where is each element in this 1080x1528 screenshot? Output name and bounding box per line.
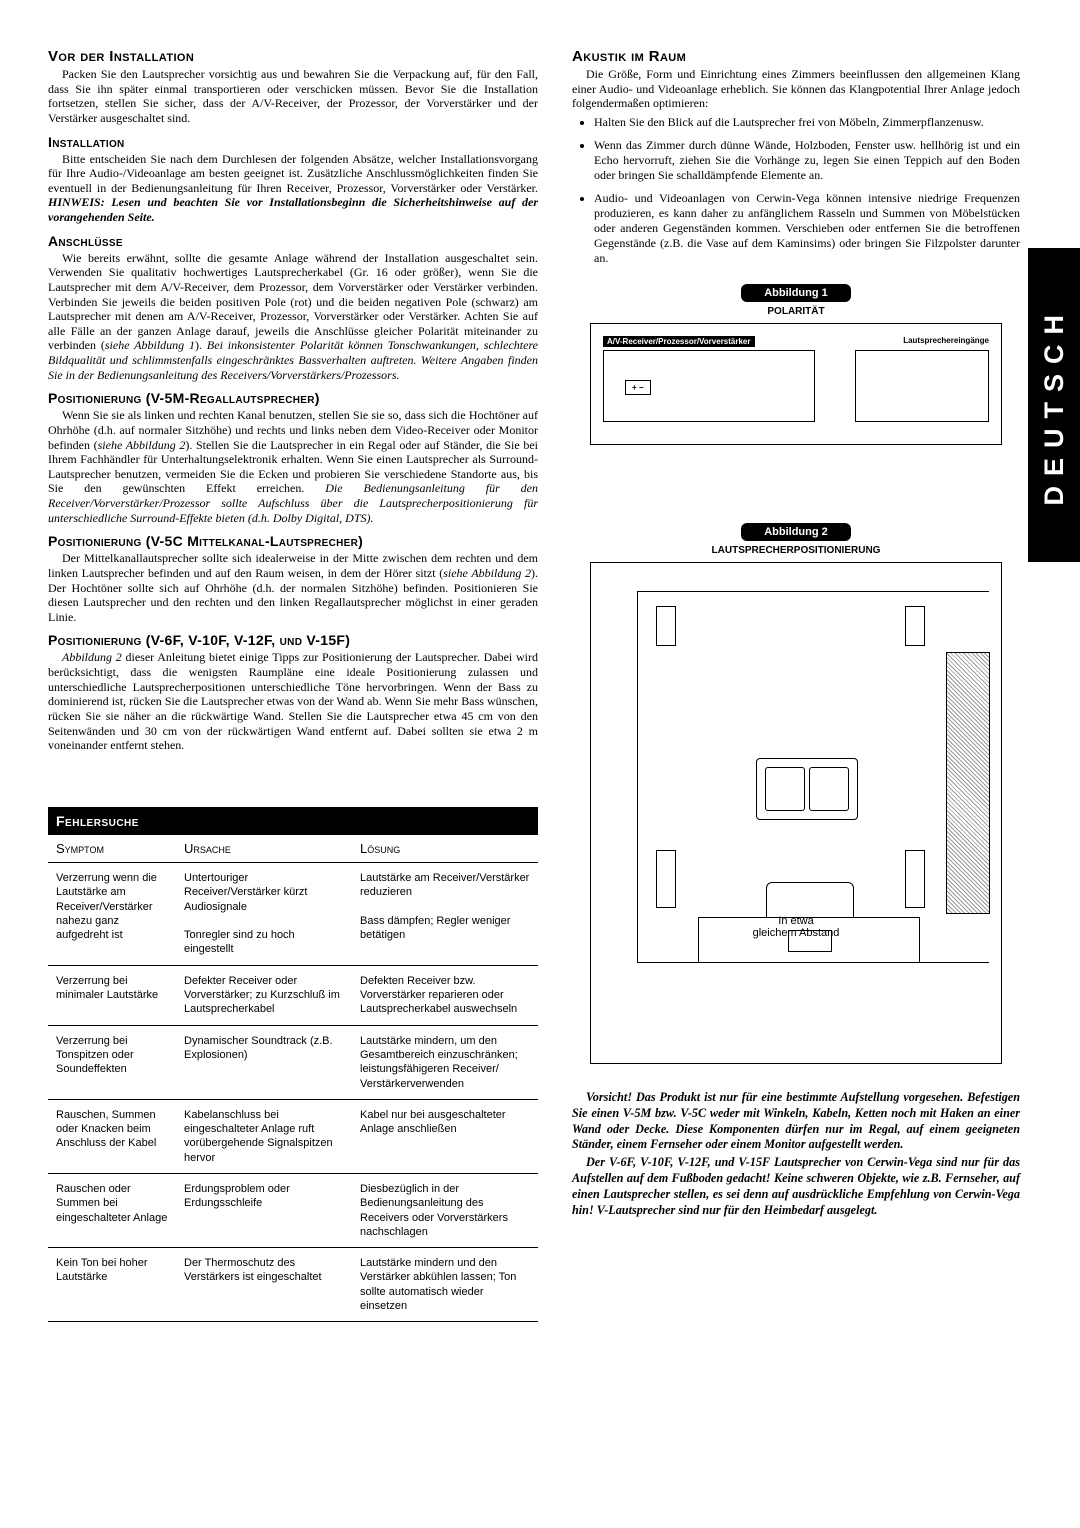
fig2-surround-right-icon bbox=[905, 606, 925, 646]
see-fig2-b: siehe Abbildung 2 bbox=[443, 566, 531, 580]
table-title: Fehlersuche bbox=[48, 807, 538, 834]
fig2-caption: In etwa gleichem Abstand bbox=[591, 915, 1001, 939]
language-tab: DEUTSCH bbox=[1028, 248, 1080, 562]
fig2-rug-icon bbox=[946, 652, 990, 914]
text: Bitte entscheiden Sie nach dem Durchlese… bbox=[48, 152, 538, 195]
fig2-label: Abbildung 2 bbox=[741, 523, 851, 541]
fig2-front-right-icon bbox=[905, 850, 925, 908]
table-cell: Lautstärke am Receiver/Verstärker reduzi… bbox=[352, 862, 538, 965]
left-column: Vor der Installation Packen Sie den Laut… bbox=[48, 48, 538, 1322]
heading-pos-v5m: Positionierung (V-5M-Regallautsprecher) bbox=[48, 390, 538, 406]
columns: Vor der Installation Packen Sie den Laut… bbox=[48, 48, 1020, 1322]
fig2-tv-icon bbox=[766, 882, 854, 918]
table-row: Kein Ton bei hoher LautstärkeDer Thermos… bbox=[48, 1248, 538, 1322]
table-cell: Defekten Receiver bzw. Vorverstärker rep… bbox=[352, 965, 538, 1025]
heading-pos-v6f: Positionierung (V-6F, V-10F, V-12F, und … bbox=[48, 632, 538, 648]
table-row: Verzerrung bei minimaler LautstärkeDefek… bbox=[48, 965, 538, 1025]
hinweis-text: HINWEIS: Lesen und beachten Sie vor Inst… bbox=[48, 195, 538, 224]
list-item: Halten Sie den Blick auf die Lautspreche… bbox=[594, 115, 1020, 130]
fig1-subtitle: POLARITÄT bbox=[572, 306, 1020, 317]
para-akustik: Die Größe, Form und Einrichtung eines Zi… bbox=[572, 67, 1020, 111]
para-pos-v6f: Abbildung 2 dieser Anleitung bietet eini… bbox=[48, 650, 538, 752]
para-anschluesse: Wie bereits erwähnt, sollte die gesamte … bbox=[48, 251, 538, 383]
table-cell: Der Thermoschutz des Verstärkers ist ein… bbox=[176, 1248, 352, 1322]
table-cell: Untertouriger Receiver/Verstärker kürzt … bbox=[176, 862, 352, 965]
table-cell: Kabelanschluss bei eingeschalteter Anlag… bbox=[176, 1099, 352, 1173]
th-ursache: Ursache bbox=[176, 834, 352, 862]
table-cell: Lautstärke mindern und den Verstärker ab… bbox=[352, 1248, 538, 1322]
table-cell: Defekter Receiver oder Vorverstärker; zu… bbox=[176, 965, 352, 1025]
heading-akustik: Akustik im Raum bbox=[572, 48, 1020, 65]
figure-2: In etwa gleichem Abstand bbox=[590, 562, 1002, 1064]
fig1-speaker-box bbox=[855, 350, 989, 422]
table-cell: Kein Ton bei hoher Lautstärke bbox=[48, 1248, 176, 1322]
table-cell: Rauschen, Summen oder Knacken beim Ansch… bbox=[48, 1099, 176, 1173]
heading-installation: Installation bbox=[48, 134, 538, 150]
para-installation: Bitte entscheiden Sie nach dem Durchlese… bbox=[48, 152, 538, 225]
para-vor-installation: Packen Sie den Lautsprecher vorsichtig a… bbox=[48, 67, 538, 126]
fig1-spk-label: Lautsprechereingänge bbox=[903, 336, 989, 345]
heading-pos-v5c: Positionierung (V-5C Mittelkanal-Lautspr… bbox=[48, 533, 538, 549]
table-cell: Lautstärke mindern, um den Gesamtbereich… bbox=[352, 1025, 538, 1099]
text: ). bbox=[195, 338, 207, 352]
akustik-list: Halten Sie den Blick auf die Lautspreche… bbox=[572, 115, 1020, 266]
see-fig1: siehe Abbildung 1 bbox=[105, 338, 195, 352]
text: Wie bereits erwähnt, sollte die gesamte … bbox=[48, 251, 538, 353]
table-cell: Erdungsproblem oder Erdungsschleife bbox=[176, 1173, 352, 1247]
warning-1: Vorsicht! Das Produkt ist nur für eine b… bbox=[572, 1090, 1020, 1153]
fig2-room bbox=[637, 591, 989, 963]
th-loesung: Lösung bbox=[352, 834, 538, 862]
list-item: Wenn das Zimmer durch dünne Wände, Holzb… bbox=[594, 138, 1020, 183]
fig1-polarity-icon: + − bbox=[625, 380, 651, 395]
table-cell: Verzerrung wenn die Lautstärke am Receiv… bbox=[48, 862, 176, 965]
fig2-subtitle: LAUTSPRECHERPOSITIONIERUNG bbox=[572, 545, 1020, 556]
fig2-surround-left-icon bbox=[656, 606, 676, 646]
fig1-amp-label: A/V-Receiver/Prozessor/Vorverstärker bbox=[603, 336, 755, 347]
right-column: Akustik im Raum Die Größe, Form und Einr… bbox=[572, 48, 1020, 1322]
table-row: Verzerrung bei Tonspitzen oder Soundeffe… bbox=[48, 1025, 538, 1099]
warning-2: Der V-6F, V-10F, V-12F, und V-15F Lautsp… bbox=[572, 1155, 1020, 1218]
table-row: Rauschen, Summen oder Knacken beim Ansch… bbox=[48, 1099, 538, 1173]
page: DEUTSCH Vor der Installation Packen Sie … bbox=[0, 0, 1080, 1528]
th-symptom: Symptom bbox=[48, 834, 176, 862]
table-cell: Kabel nur bei ausgeschalteter Anlage ans… bbox=[352, 1099, 538, 1173]
table-cell: Verzerrung bei minimaler Lautstärke bbox=[48, 965, 176, 1025]
table-row: Rauschen oder Summen bei eingeschalteter… bbox=[48, 1173, 538, 1247]
troubleshooting-table: Fehlersuche Symptom Ursache Lösung Verze… bbox=[48, 807, 538, 1323]
table-cell: Dynamischer Soundtrack (z.B. Explosionen… bbox=[176, 1025, 352, 1099]
table-row: Verzerrung wenn die Lautstärke am Receiv… bbox=[48, 862, 538, 965]
table-cell: Rauschen oder Summen bei eingeschalteter… bbox=[48, 1173, 176, 1247]
fig2-front-left-icon bbox=[656, 850, 676, 908]
fig2-sofa-icon bbox=[756, 758, 858, 820]
heading-vor-installation: Vor der Installation bbox=[48, 48, 538, 65]
heading-anschluesse: Anschlüsse bbox=[48, 233, 538, 249]
fig1-label: Abbildung 1 bbox=[741, 284, 851, 302]
see-fig2-a: siehe Abbildung 2 bbox=[98, 438, 186, 452]
figure-1: A/V-Receiver/Prozessor/Vorverstärker Lau… bbox=[590, 323, 1002, 445]
table-cell: Verzerrung bei Tonspitzen oder Soundeffe… bbox=[48, 1025, 176, 1099]
language-tab-label: DEUTSCH bbox=[1039, 305, 1070, 506]
para-pos-v5m: Wenn Sie sie als linken und rechten Kana… bbox=[48, 408, 538, 525]
abb2-lead: Abbildung 2 bbox=[62, 650, 122, 664]
para-pos-v5c: Der Mittelkanallautsprecher sollte sich … bbox=[48, 551, 538, 624]
table-cell: Diesbezüglich in der Bedienungsanleitung… bbox=[352, 1173, 538, 1247]
fig2-cap-line1: In etwa bbox=[778, 915, 813, 927]
text: dieser Anleitung bietet einige Tipps zur… bbox=[48, 650, 538, 752]
list-item: Audio- und Videoanlagen von Cerwin-Vega … bbox=[594, 191, 1020, 266]
fig2-cap-line2: gleichem Abstand bbox=[753, 927, 840, 939]
